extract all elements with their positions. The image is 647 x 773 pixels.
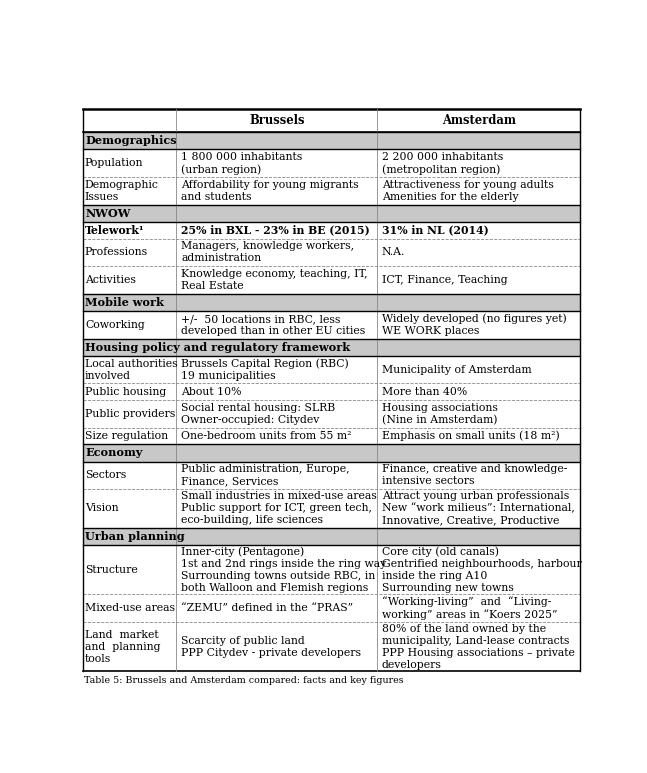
Text: Structure: Structure bbox=[85, 565, 138, 574]
Text: Activities: Activities bbox=[85, 275, 136, 284]
Text: Telework¹: Telework¹ bbox=[85, 225, 144, 236]
Text: Demographic
Issues: Demographic Issues bbox=[85, 180, 159, 202]
Text: About 10%: About 10% bbox=[181, 386, 242, 397]
Text: NWOW: NWOW bbox=[85, 208, 131, 219]
Text: Finance, creative and knowledge-
intensive sectors: Finance, creative and knowledge- intensi… bbox=[382, 465, 567, 486]
Text: +/-  50 locations in RBC, less
developed than in other EU cities: +/- 50 locations in RBC, less developed … bbox=[181, 314, 366, 335]
Text: Widely developed (no figures yet)
WE WORK places: Widely developed (no figures yet) WE WOR… bbox=[382, 314, 567, 336]
Text: Attract young urban professionals
New “work milieus”: International,
Innovative,: Attract young urban professionals New “w… bbox=[382, 491, 575, 526]
Text: Sectors: Sectors bbox=[85, 470, 126, 480]
Text: Amsterdam: Amsterdam bbox=[443, 114, 516, 128]
Text: 1 800 000 inhabitants
(urban region): 1 800 000 inhabitants (urban region) bbox=[181, 152, 302, 175]
Text: “Working-living”  and  “Living-
working” areas in “Koers 2025”: “Working-living” and “Living- working” a… bbox=[382, 596, 557, 620]
Text: Public administration, Europe,
Finance, Services: Public administration, Europe, Finance, … bbox=[181, 465, 350, 486]
Text: “ZEMU” defined in the “PRAS”: “ZEMU” defined in the “PRAS” bbox=[181, 603, 353, 613]
Text: Public housing: Public housing bbox=[85, 386, 166, 397]
Text: Housing policy and regulatory framework: Housing policy and regulatory framework bbox=[85, 342, 351, 352]
Bar bbox=[83, 339, 580, 356]
Text: ICT, Finance, Teaching: ICT, Finance, Teaching bbox=[382, 275, 507, 284]
Text: More than 40%: More than 40% bbox=[382, 386, 467, 397]
Text: Vision: Vision bbox=[85, 503, 118, 513]
Text: Population: Population bbox=[85, 158, 144, 169]
Text: 80% of the land owned by the
municipality, Land-lease contracts
PPP Housing asso: 80% of the land owned by the municipalit… bbox=[382, 624, 575, 669]
Bar bbox=[83, 444, 580, 461]
Text: Public providers: Public providers bbox=[85, 409, 175, 419]
Text: Land  market
and  planning
tools: Land market and planning tools bbox=[85, 629, 160, 663]
Text: Mixed-use areas: Mixed-use areas bbox=[85, 603, 175, 613]
Text: Brussels Capital Region (RBC)
19 municipalities: Brussels Capital Region (RBC) 19 municip… bbox=[181, 359, 349, 381]
Text: Economy: Economy bbox=[85, 448, 143, 458]
Text: Knowledge economy, teaching, IT,
Real Estate: Knowledge economy, teaching, IT, Real Es… bbox=[181, 269, 367, 291]
Text: Local authorities
involved: Local authorities involved bbox=[85, 359, 177, 380]
Text: 2 200 000 inhabitants
(metropolitan region): 2 200 000 inhabitants (metropolitan regi… bbox=[382, 152, 503, 175]
Bar bbox=[83, 528, 580, 545]
Text: Demographics: Demographics bbox=[85, 135, 177, 146]
Text: Housing associations
(Nine in Amsterdam): Housing associations (Nine in Amsterdam) bbox=[382, 403, 498, 425]
Bar bbox=[83, 294, 580, 311]
Text: Small industries in mixed-use areas
Public support for ICT, green tech,
eco-buil: Small industries in mixed-use areas Publ… bbox=[181, 492, 377, 526]
Text: Municipality of Amsterdam: Municipality of Amsterdam bbox=[382, 365, 531, 375]
Text: Social rental housing: SLRB
Owner-occupied: Citydev: Social rental housing: SLRB Owner-occupi… bbox=[181, 403, 335, 425]
Text: N.A.: N.A. bbox=[382, 247, 405, 257]
Text: Affordability for young migrants
and students: Affordability for young migrants and stu… bbox=[181, 180, 359, 202]
Text: Emphasis on small units (18 m²): Emphasis on small units (18 m²) bbox=[382, 431, 560, 441]
Text: 31% in NL (2014): 31% in NL (2014) bbox=[382, 225, 488, 236]
Text: Scarcity of public land
PPP Citydev - private developers: Scarcity of public land PPP Citydev - pr… bbox=[181, 635, 361, 658]
Text: Table 5: Brussels and Amsterdam compared: facts and key figures: Table 5: Brussels and Amsterdam compared… bbox=[84, 676, 404, 686]
Bar bbox=[83, 205, 580, 222]
Text: One-bedroom units from 55 m²: One-bedroom units from 55 m² bbox=[181, 431, 352, 441]
Text: Core city (old canals)
Gentrified neighbourhoods, harbour
inside the ring A10
Su: Core city (old canals) Gentrified neighb… bbox=[382, 547, 582, 593]
Text: Mobile work: Mobile work bbox=[85, 297, 164, 308]
Text: Urban planning: Urban planning bbox=[85, 531, 185, 542]
Text: Size regulation: Size regulation bbox=[85, 431, 168, 441]
Text: Professions: Professions bbox=[85, 247, 148, 257]
Text: Inner-city (Pentagone)
1st and 2nd rings inside the ring way
Surrounding towns o: Inner-city (Pentagone) 1st and 2nd rings… bbox=[181, 547, 386, 593]
Text: Attractiveness for young adults
Amenities for the elderly: Attractiveness for young adults Amenitie… bbox=[382, 180, 553, 202]
Text: Brussels: Brussels bbox=[250, 114, 305, 128]
Text: Managers, knowledge workers,
administration: Managers, knowledge workers, administrat… bbox=[181, 241, 355, 264]
Text: Coworking: Coworking bbox=[85, 320, 145, 330]
Bar bbox=[83, 132, 580, 149]
Text: 25% in BXL - 23% in BE (2015): 25% in BXL - 23% in BE (2015) bbox=[181, 225, 370, 236]
